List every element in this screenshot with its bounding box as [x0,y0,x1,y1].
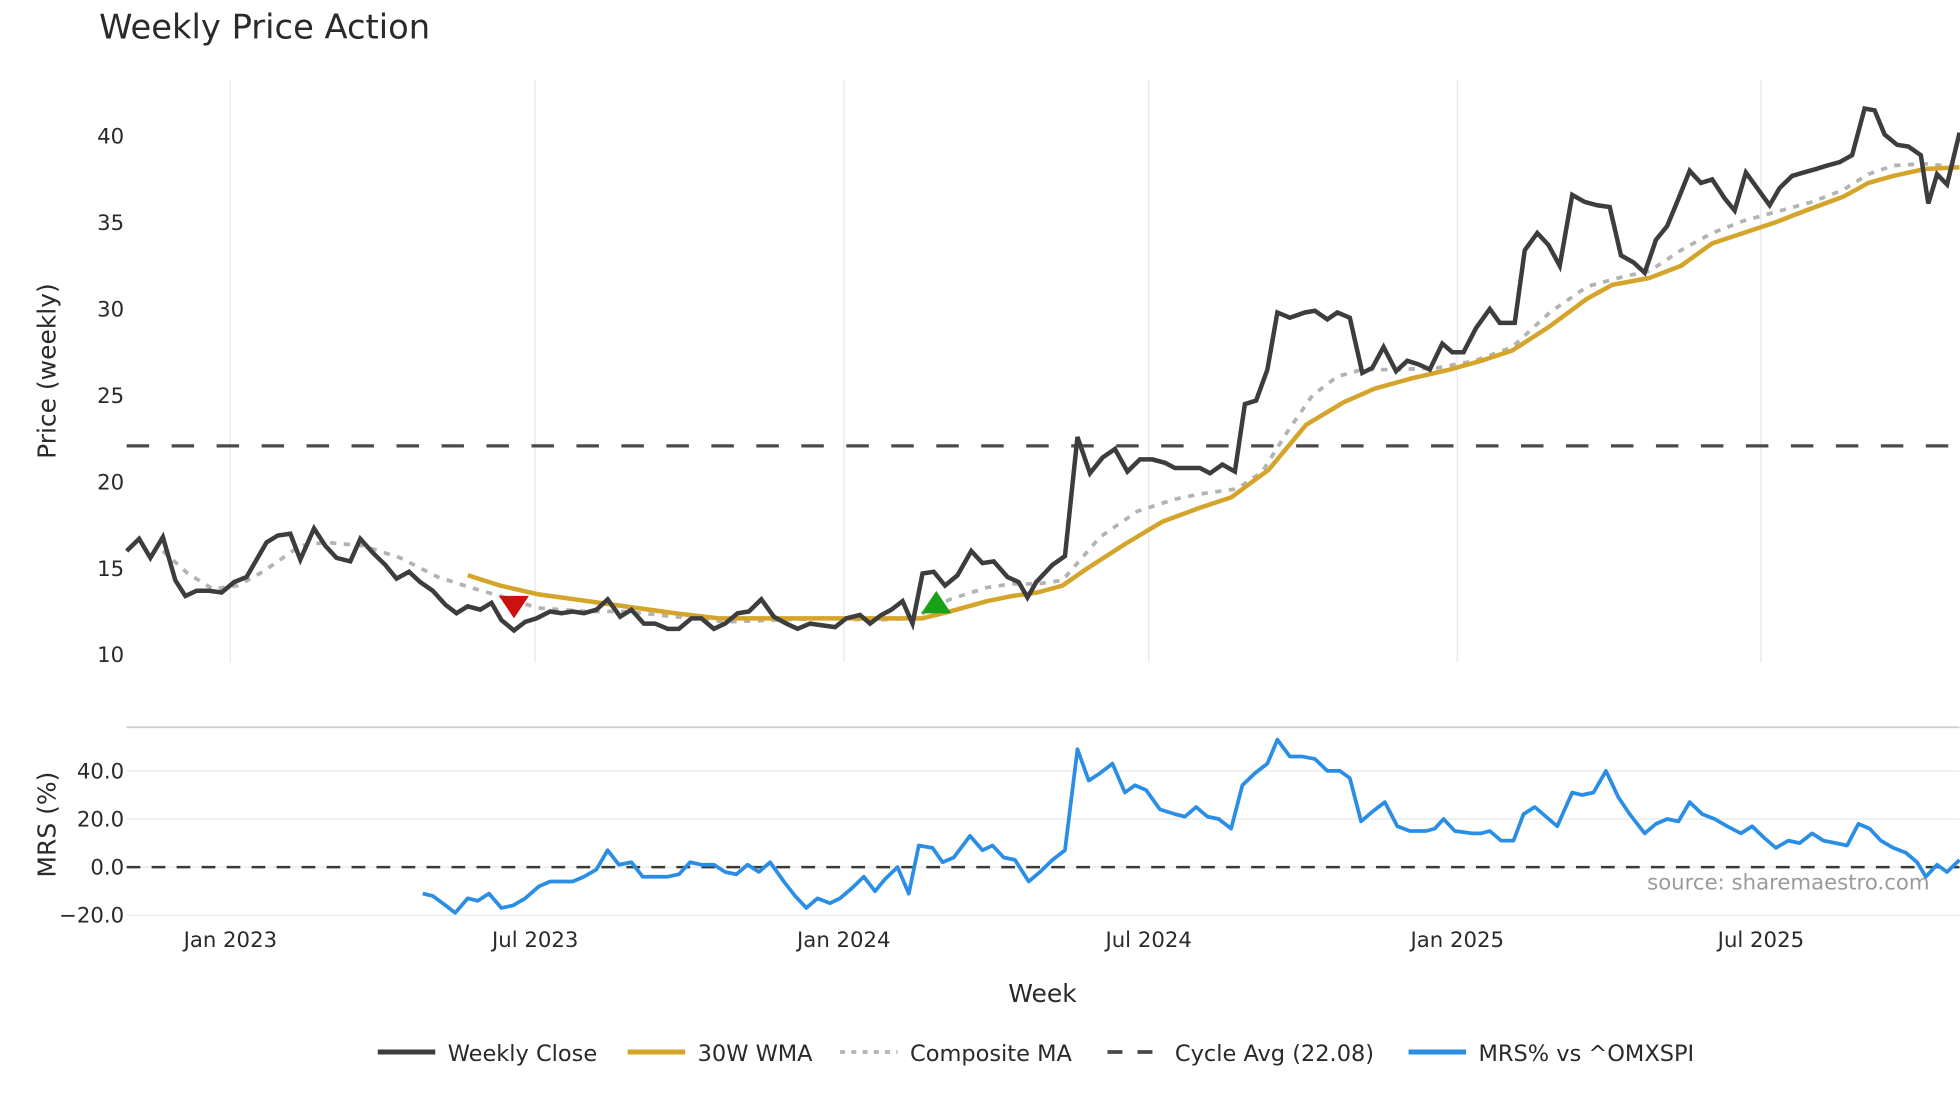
x-axis-ticks: Jan 2023 Jul 2023 Jan 2024 Jul 2024 Jan 2025… [182,928,1805,953]
price-y-tick: 40 [97,125,124,150]
x-tick: Jul 2023 [490,928,578,953]
x-tick: Jan 2025 [1409,928,1505,953]
price-y-tick: 15 [97,557,124,582]
composite-ma-line [161,161,1960,624]
legend-label: Cycle Avg (22.08) [1175,1041,1374,1067]
price-y-axis-ticks: 10 15 20 25 30 35 40 [97,125,124,669]
mrs-y-tick: 40.0 [77,759,124,784]
price-y-tick: 20 [97,470,124,495]
x-axis-label: Week [1008,979,1077,1008]
buy-signal-up-triangle-icon [921,590,952,614]
legend-label: Composite MA [910,1041,1072,1067]
legend: Weekly Close 30W WMA Composite MA Cycle Avg… [377,1041,1695,1067]
mrs-line [422,737,1960,915]
legend-label: MRS% vs ^OMXSPI [1479,1041,1695,1067]
price-y-tick: 10 [97,643,124,668]
mrs-y-tick: −20.0 [59,904,124,929]
sell-signal-down-triangle-icon [498,595,529,619]
price-y-tick: 30 [97,298,124,323]
mrs-y-tick: 0.0 [90,856,124,881]
wma30-line [467,165,1960,621]
mrs-y-axis-ticks: −20.0 0.0 20.0 40.0 [59,759,124,928]
price-y-tick: 35 [97,211,124,236]
x-tick: Jan 2024 [795,928,891,953]
source-watermark: source: sharemaestro.com [1647,871,1929,896]
legend-label: 30W WMA [698,1041,814,1067]
mrs-y-axis-label: MRS (%) [32,772,61,878]
legend-label: Weekly Close [448,1041,597,1067]
x-tick: Jan 2023 [182,928,278,953]
price-y-axis-label: Price (weekly) [32,283,61,459]
mrs-y-tick: 20.0 [77,808,124,833]
chart-title: Weekly Price Action [99,8,430,47]
price-y-tick: 25 [97,384,124,409]
x-tick: Jul 2025 [1716,928,1804,953]
weekly-close-line [125,106,1960,634]
x-tick: Jul 2024 [1103,928,1191,953]
x-gridlines [229,79,1762,663]
